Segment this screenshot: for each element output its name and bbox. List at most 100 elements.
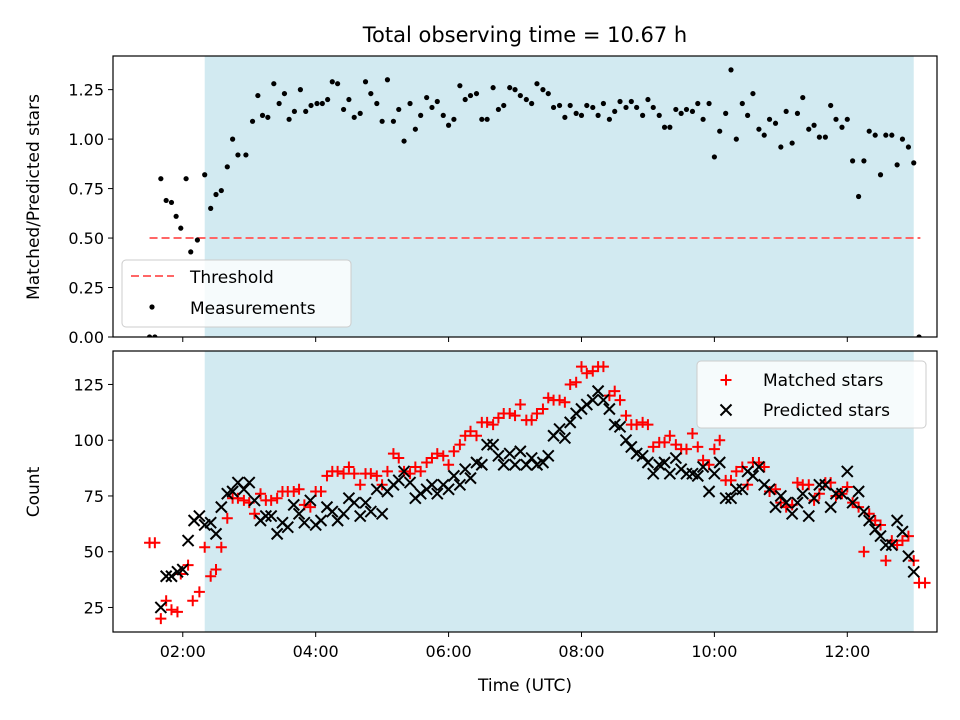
bottom-xtick-label: 04:00 [293,642,339,661]
measurement-point [695,100,701,107]
matched-star-point [165,604,177,616]
measurement-point [745,112,751,118]
matched-star-point [620,410,632,422]
matched-star-point [215,541,227,553]
matched-star-point [415,465,427,477]
measurement-point [152,334,158,337]
predicted-star-point [796,487,809,500]
matched-star-point [332,465,344,477]
bottom-plot-area [144,361,931,625]
predicted-star-point [907,565,920,578]
matched-star-point [431,448,443,460]
measurement-point [617,98,623,105]
measurement-point [243,152,249,158]
top-plot-area [146,67,922,337]
matched-star-point [393,452,405,464]
predicted-star-point [824,500,837,514]
measurement-point [761,132,767,138]
measurement-point [451,116,457,122]
measurement-point [194,237,200,243]
measurement-point [656,112,662,118]
predicted-star-point [591,384,605,398]
measurement-point [612,108,618,115]
predicted-star-point [819,478,832,492]
measurement-point [723,110,729,116]
matched-star-point [896,535,908,547]
matched-star-point [686,428,698,440]
measurement-point [590,104,596,111]
predicted-star-point [807,491,821,505]
measurement-point [534,81,540,87]
measurement-point [218,187,224,194]
top-y-axis-label: Matched/Predicted stars [24,94,44,300]
predicted-star-point [702,485,716,498]
predicted-star-point [779,496,793,509]
matched-star-point [531,407,543,419]
matched-star-point [841,481,853,493]
measurement-point [208,205,214,211]
matched-star-point [265,494,277,506]
measurement-point [265,114,271,120]
measurement-point [213,191,219,198]
matched-star-point [631,419,643,431]
matched-star-point [454,439,466,451]
measurement-point [434,98,440,105]
measurement-point [883,132,889,138]
matched-star-point [858,546,870,558]
matched-star-point [791,477,803,489]
matched-star-point [187,595,199,607]
measurement-point [855,193,862,200]
top-ytick-label: 1.00 [68,130,104,149]
matched-star-point [614,394,626,406]
measurement-point [429,104,435,111]
bottom-panel-counts: 25 50 75 100 125 02:00 04:00 06:00 08:00 10:00 12:… [73,350,938,661]
measurement-point [789,140,795,146]
predicted-star-point [603,402,616,416]
matched-star-point [437,450,449,462]
predicted-star-point [514,445,527,458]
measurement-point [168,199,175,206]
measurement-point [683,106,690,113]
predicted-star-point [392,474,405,487]
measurement-point [861,158,867,164]
measurement-point [673,106,679,113]
measurement-point [800,94,806,101]
measurement-point [440,112,446,118]
measurement-point [259,112,266,118]
top-panel-ratio: 0.00 0.25 0.50 0.75 1.00 1.25 Threshold Measure… [68,55,938,347]
measurement-point [811,122,817,128]
top-ytick-label: 0.25 [68,279,104,298]
measurement-point [495,106,502,113]
measurement-point [584,102,590,109]
measurement-point [717,128,723,134]
measurement-point [390,118,397,124]
measurement-point [916,334,922,337]
measurement-point [484,116,490,122]
predicted-star-point [287,498,300,512]
matched-star-point [343,461,355,473]
predicted-star-point [226,485,239,498]
predicted-star-point [475,458,489,471]
matched-star-point [249,508,261,520]
measurement-point [457,83,463,89]
matched-star-point [770,483,782,495]
predicted-star-point [181,534,195,547]
measurement-point [173,213,179,219]
matched-star-point [559,396,571,408]
top-ytick-label: 0.75 [68,180,104,199]
predicted-star-point [724,491,738,505]
measurement-point [297,87,303,93]
measurement-point [490,85,496,91]
matched-star-point [199,541,211,553]
predicted-star-point [248,494,261,507]
matched-star-point [514,399,526,411]
measurement-point [578,112,585,118]
matched-star-point [758,461,770,473]
matched-star-point [348,468,360,480]
matched-star-point [509,410,521,422]
measurement-point [645,96,651,103]
predicted-star-point [270,527,284,541]
measurement-point [595,112,601,118]
measurement-point [529,100,535,107]
measurement-point [374,100,380,107]
